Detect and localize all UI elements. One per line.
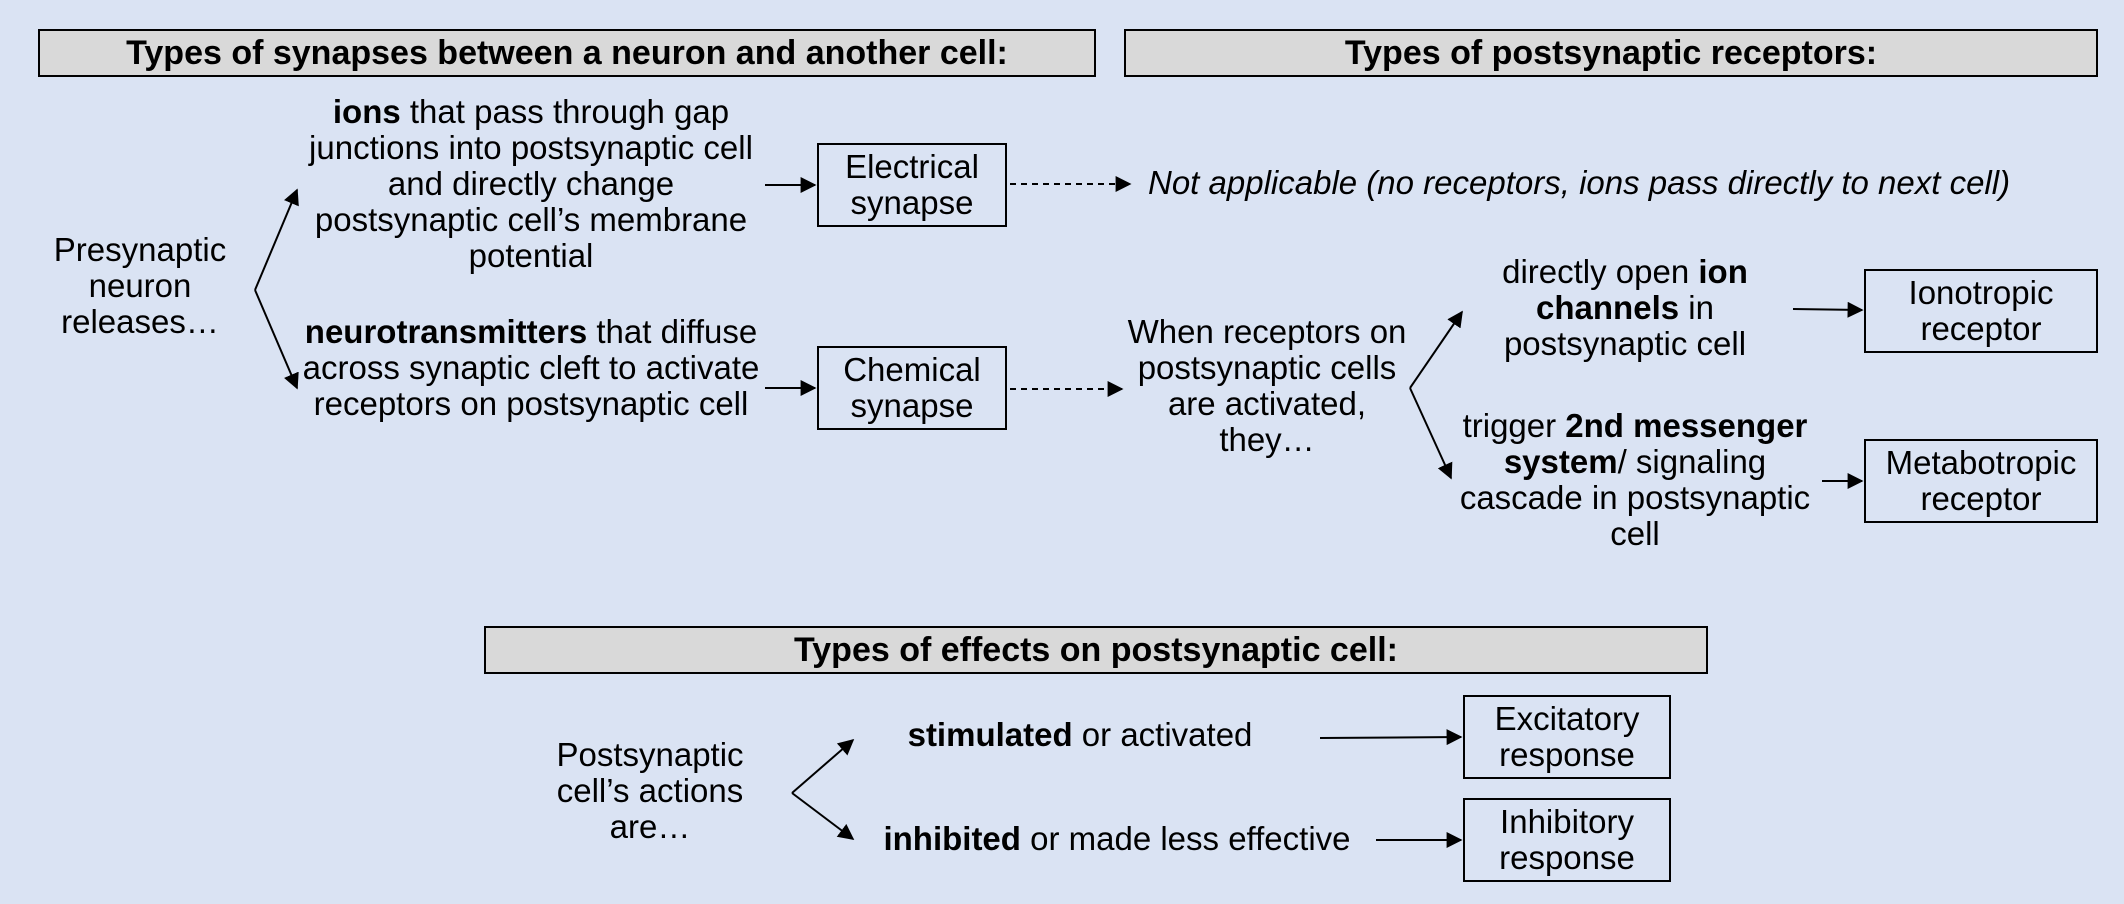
ions-rest: that pass through gap junctions into pos…: [309, 93, 753, 274]
chemical-synapse-box: Chemical synapse: [817, 346, 1007, 430]
header-effect-types: Types of effects on postsynaptic cell:: [484, 626, 1708, 674]
postsynaptic-actions-label: Postsynaptic cell’s actions are…: [556, 736, 744, 845]
arrow-to-ionotropic: [1792, 301, 1864, 318]
inhibited-text: inhibited or made less effective: [852, 821, 1382, 857]
arrow-to-excitatory: [1319, 729, 1463, 746]
ions-description: ions that pass through gap junctions int…: [296, 94, 766, 274]
arrow-to-ion-channels: [1409, 310, 1463, 389]
stimulated-rest: or activated: [1072, 716, 1253, 753]
receptors-activated-label: When receptors on postsynaptic cells are…: [1127, 313, 1407, 458]
header-receptor-types: Types of postsynaptic receptors:: [1124, 29, 2098, 77]
electrical-synapse-box: Electrical synapse: [817, 143, 1007, 227]
inhibited-bold: inhibited: [883, 820, 1021, 857]
second-messenger-pre: trigger: [1462, 407, 1566, 444]
ionotropic-receptor-box: Ionotropic receptor: [1864, 269, 2098, 353]
neurotransmitters-bold: neurotransmitters: [304, 313, 588, 350]
inhibited-rest: or made less effective: [1020, 820, 1351, 857]
stimulated-text: stimulated or activated: [870, 717, 1290, 753]
neurotransmitters-description: neurotransmitters that diffuse across sy…: [296, 314, 766, 422]
arrow-to-inhibited: [791, 792, 855, 840]
ion-channels-post: in postsynaptic cell: [1503, 289, 1747, 362]
ion-channels-pre: directly open: [1502, 253, 1699, 290]
arrow-to-ions: [254, 188, 299, 291]
second-messenger-description: trigger 2nd messenger system/ signaling …: [1455, 408, 1815, 552]
excitatory-response-box: Excitatory response: [1463, 695, 1671, 779]
arrow-to-second-messenger: [1409, 387, 1453, 480]
ions-bold: ions: [332, 93, 401, 130]
stimulated-bold: stimulated: [907, 716, 1073, 753]
ion-channels-description: directly open ion channels in postsynapt…: [1460, 254, 1790, 362]
not-applicable-text: Not applicable (no receptors, ions pass …: [1148, 164, 2011, 201]
metabotropic-receptor-box: Metabotropic receptor: [1864, 439, 2098, 523]
presynaptic-label: Presynaptic neuron releases…: [53, 231, 227, 340]
neurotransmitters-rest: that diffuse across synaptic cleft to ac…: [302, 313, 760, 422]
arrow-to-stimulated: [791, 738, 855, 794]
second-messenger-bold: 2nd messenger system: [1503, 407, 1808, 480]
header-synapse-types: Types of synapses between a neuron and a…: [38, 29, 1096, 77]
inhibitory-response-box: Inhibitory response: [1463, 798, 1671, 882]
second-messenger-post: / signaling cascade in postsynaptic cell: [1459, 443, 1811, 552]
arrow-to-neurotransmitters: [254, 289, 299, 390]
ion-channels-bold: ion channels: [1536, 253, 1748, 326]
